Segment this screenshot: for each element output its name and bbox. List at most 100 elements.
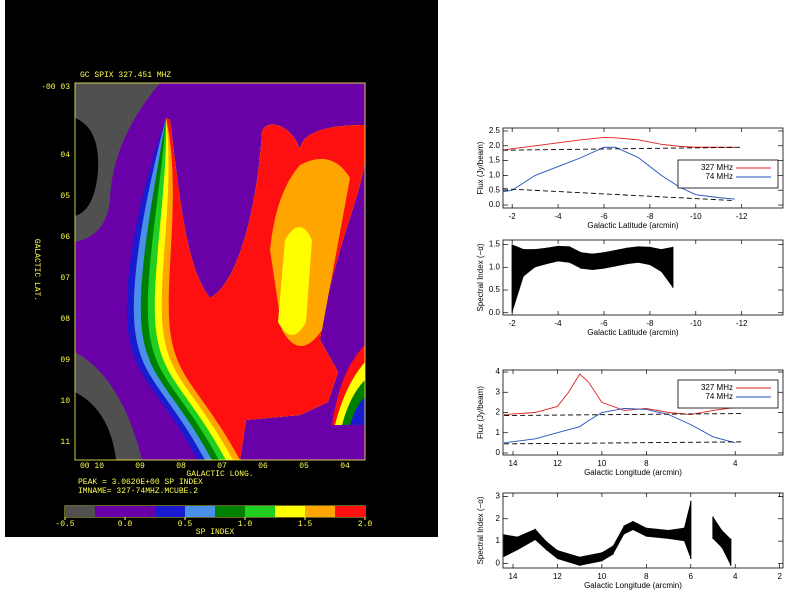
x-tick-label: 10 <box>597 459 606 468</box>
y-tick-label: 10 <box>60 397 70 406</box>
y-tick-label: -00 03 <box>41 83 70 92</box>
y-tick-label: 0 <box>496 448 501 457</box>
x-tick-label: 4 <box>733 572 738 581</box>
error-band <box>649 246 662 272</box>
map-region <box>350 397 365 425</box>
series-line <box>504 373 736 415</box>
map-region <box>75 392 116 460</box>
error-band <box>661 246 673 288</box>
x-tick-label: -12 <box>736 212 748 221</box>
plot-frame <box>502 492 784 569</box>
x-tick-label: -2 <box>509 212 517 221</box>
series-line <box>503 524 732 563</box>
x-tick-label: -12 <box>736 319 748 328</box>
error-band <box>721 529 731 566</box>
x-tick-label: -8 <box>646 212 654 221</box>
error-band <box>512 244 524 313</box>
map-region <box>75 118 99 216</box>
legend-label: 327 MHz <box>701 383 733 392</box>
colorbar-band <box>95 506 125 517</box>
error-band <box>523 249 536 277</box>
y-tick-label: 0.5 <box>489 285 501 294</box>
x-axis-label: Galactic Longitude (arcmin) <box>584 468 682 477</box>
x-tick-label: 08 <box>176 462 186 471</box>
x-tick-label: -8 <box>646 319 654 328</box>
x-tick-label: 07 <box>217 462 227 471</box>
y-tick-label: 1 <box>496 428 501 437</box>
legend-box <box>677 159 779 189</box>
x-tick-label: 8 <box>644 459 649 468</box>
x-tick-label: 09 <box>135 462 145 471</box>
error-band <box>504 534 518 557</box>
colorbar-tick-label: 1.5 <box>298 520 313 529</box>
x-axis-label: Galactic Longitude (arcmin) <box>584 581 682 590</box>
x-tick-label: 06 <box>258 462 268 471</box>
y-tick-label: 1 <box>496 536 501 545</box>
series-line <box>502 137 735 151</box>
x-tick-label: 4 <box>733 459 738 468</box>
y-tick-label: 05 <box>60 192 70 201</box>
contour-map <box>75 83 365 460</box>
y-tick-label: 1.0 <box>489 171 501 180</box>
map-title: GC SPIX 327.451 MHZ <box>80 71 171 80</box>
y-tick-label: 07 <box>60 274 70 283</box>
y-tick-label: 1.5 <box>489 156 501 165</box>
x-tick-label: -4 <box>555 319 563 328</box>
colorbar-label: SP INDEX <box>196 528 235 537</box>
y-tick-label: 11 <box>60 438 70 447</box>
map-region <box>75 83 160 242</box>
baseline <box>502 146 742 151</box>
colorbar-band <box>245 506 275 517</box>
x-tick-label: -10 <box>690 212 702 221</box>
y-tick-label: 2 <box>496 514 501 523</box>
x-tick-label: 6 <box>689 572 694 581</box>
colorbar-band <box>65 506 95 517</box>
y-tick-label: 09 <box>60 356 70 365</box>
y-tick-label: 04 <box>60 151 70 160</box>
map-frame <box>74 82 366 461</box>
y-tick-label: 2.5 <box>489 126 501 135</box>
colorbar-band <box>125 506 155 517</box>
y-tick-label: 2.0 <box>489 141 501 150</box>
x-tick-label: 12 <box>553 572 562 581</box>
y-axis-label: GALACTIC LAT. <box>32 239 41 301</box>
colorbar-band <box>305 506 335 517</box>
baseline <box>504 441 745 445</box>
map-region <box>278 227 312 335</box>
y-tick-label: 3 <box>496 491 501 500</box>
y-axis-label: Spectral Index (−α) <box>476 243 485 311</box>
plot-frame <box>502 239 784 316</box>
series-line <box>504 408 736 444</box>
baseline <box>504 413 745 416</box>
y-tick-label: 0 <box>496 559 501 568</box>
colorbar-band <box>215 506 245 517</box>
series-line <box>502 146 735 200</box>
x-tick-label: 12 <box>553 459 562 468</box>
y-axis-label: Flux (Jy/beam) <box>476 386 485 439</box>
x-axis-label: Galactic Latitude (arcmin) <box>587 328 678 337</box>
legend-label: 74 MHz <box>705 392 733 401</box>
x-tick-label: -10 <box>690 319 702 328</box>
baseline <box>502 188 735 202</box>
colorbar-tick-label: 2.0 <box>358 520 373 529</box>
x-tick-label: -6 <box>600 212 608 221</box>
y-tick-label: 3 <box>496 387 501 396</box>
y-tick-label: 0.0 <box>489 200 501 209</box>
series-line <box>511 252 674 280</box>
x-axis-label: Galactic Latitude (arcmin) <box>587 221 678 230</box>
colorbar-tick-label: 1.0 <box>238 520 253 529</box>
y-tick-label: 1.5 <box>489 240 501 249</box>
plot-frame <box>502 127 784 209</box>
x-tick-label: 2 <box>777 572 782 581</box>
map-note: IMNAME= 327-74MHZ.MCUBE.2 <box>78 487 198 496</box>
colorbar-band <box>275 506 305 517</box>
x-tick-label: 04 <box>340 462 350 471</box>
y-tick-label: 08 <box>60 315 70 324</box>
x-tick-label: 10 <box>597 572 606 581</box>
legend-label: 74 MHz <box>705 172 733 181</box>
x-tick-label: 8 <box>644 572 649 581</box>
y-axis-label: Spectral Index (−α) <box>476 496 485 564</box>
error-band <box>684 500 691 560</box>
